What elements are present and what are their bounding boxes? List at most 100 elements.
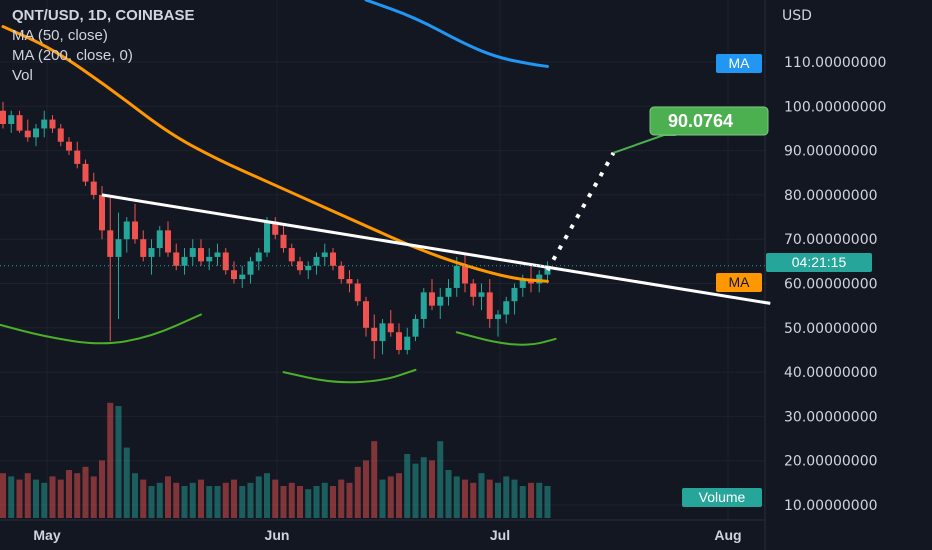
candle-body <box>132 221 138 240</box>
candle-body <box>206 256 213 262</box>
volume-bar <box>495 482 501 518</box>
volume-bar <box>222 482 229 518</box>
candle-body <box>470 283 477 297</box>
volume-legend[interactable]: Vol <box>12 67 33 84</box>
candle-body <box>519 279 526 288</box>
volume-bar <box>231 479 237 518</box>
price-tick-label: 30.00000000 <box>784 409 878 425</box>
volume-bar <box>297 486 303 518</box>
ma200-badge: MA <box>729 55 751 71</box>
volume-bar <box>189 482 196 518</box>
volume-bar <box>288 482 295 518</box>
countdown-badge: 04:21:15 <box>792 254 847 270</box>
volume-bar <box>453 476 460 518</box>
candle-body <box>453 265 460 288</box>
volume-bar <box>511 479 518 518</box>
volume-bar <box>396 473 402 518</box>
volume-bar <box>123 447 130 518</box>
candle-body <box>272 221 279 235</box>
candle-body <box>544 265 551 275</box>
candle-body <box>511 287 518 302</box>
candle-body <box>255 252 262 262</box>
candle-body <box>354 283 361 302</box>
price-axis[interactable]: USD 110.00000000 100.00000000 90.00000000 80… <box>782 8 886 514</box>
time-tick-label: May <box>33 527 60 543</box>
volume-bar <box>107 402 114 518</box>
volume-bar <box>156 482 163 518</box>
volume-bar <box>206 486 213 518</box>
time-tick-label: Aug <box>714 527 741 543</box>
volume-bar <box>264 473 270 518</box>
candle-body <box>288 248 295 262</box>
volume-bar <box>99 460 105 518</box>
volume-bar <box>173 482 180 518</box>
candle-body <box>8 115 15 125</box>
price-tick-label: 100.00000000 <box>784 99 886 115</box>
projection-path <box>545 151 616 272</box>
candle-body <box>214 252 221 257</box>
candle-body <box>90 181 97 195</box>
candle-body <box>198 248 204 262</box>
target-label: 90.0764 <box>668 111 733 131</box>
currency-label: USD <box>782 8 812 24</box>
axis-badges: 90.0764 MA MA 04:21:15 Volume <box>613 54 872 507</box>
ma50-legend[interactable]: MA (50, close) <box>12 27 108 44</box>
pattern-curve-0 <box>0 313 202 345</box>
candle-body <box>379 323 386 342</box>
volume-bar <box>66 470 72 518</box>
price-tick-label: 40.00000000 <box>784 365 878 381</box>
candle-body <box>140 239 147 257</box>
candle-body <box>486 292 493 319</box>
candle-body <box>189 248 196 257</box>
volume-bar <box>478 473 485 518</box>
candle-body <box>280 234 287 249</box>
volume-bar <box>247 482 254 518</box>
candle-body <box>156 230 163 249</box>
volume-bar <box>486 479 493 518</box>
target-badge <box>649 106 769 136</box>
volume-bar <box>363 460 369 518</box>
volume-bar <box>74 473 81 518</box>
price-tick-label: 20.00000000 <box>784 454 878 470</box>
volume-bar <box>49 476 56 518</box>
countdown-badge-bg <box>766 253 872 272</box>
symbol-title[interactable]: QNT/USD, 1D, COINBASE <box>12 7 195 24</box>
candle-body <box>247 261 254 275</box>
candle-body <box>330 252 336 266</box>
volume-bar <box>90 476 97 518</box>
ma200-line <box>364 0 549 68</box>
candle-body <box>148 248 155 257</box>
time-axis[interactable]: May Jun Jul Aug <box>33 527 741 543</box>
ma200-legend[interactable]: MA (200, close, 0) <box>12 47 133 64</box>
candle-body <box>321 252 328 257</box>
candle-body <box>231 270 237 280</box>
candle-body <box>445 287 452 297</box>
candles <box>0 101 551 359</box>
candle-body <box>239 274 246 280</box>
candle-body <box>222 252 229 271</box>
volume-badge-bg <box>682 488 762 507</box>
volume-bar <box>412 463 419 518</box>
volume-bar <box>387 476 394 518</box>
volume-bar <box>379 479 386 518</box>
candle-body <box>338 265 345 280</box>
candle-body <box>371 327 378 342</box>
volume-bar <box>33 479 39 518</box>
candle-body <box>82 163 89 182</box>
volume-bar <box>503 476 510 518</box>
candle-body <box>387 323 394 333</box>
pattern-curve-1 <box>282 368 417 384</box>
volume-bar <box>313 486 320 518</box>
overlays <box>0 0 771 384</box>
price-tick-label: 110.00000000 <box>784 55 886 71</box>
volume-bar <box>429 460 435 518</box>
volume-bar <box>0 473 6 518</box>
volume-bar <box>214 486 221 518</box>
candle-body <box>313 256 320 266</box>
candle-body <box>74 150 81 164</box>
candle-body <box>429 292 435 306</box>
volume-bar <box>354 466 361 518</box>
volume-bar <box>140 479 147 518</box>
volume-bar <box>41 482 48 518</box>
